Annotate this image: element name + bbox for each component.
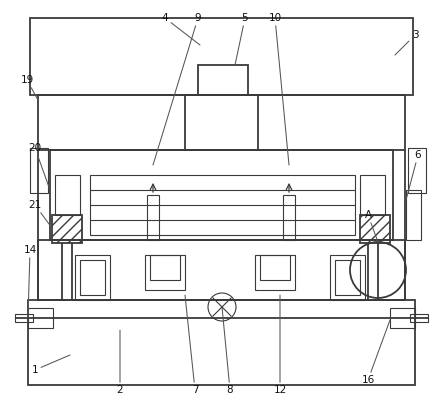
Bar bbox=[50, 150, 393, 240]
Bar bbox=[147, 195, 159, 240]
Bar bbox=[38, 95, 405, 150]
Bar bbox=[408, 148, 426, 193]
Bar bbox=[145, 255, 185, 290]
Text: 10: 10 bbox=[268, 13, 289, 165]
Bar bbox=[283, 195, 295, 240]
Bar bbox=[75, 255, 110, 300]
Bar bbox=[150, 255, 180, 280]
Bar bbox=[55, 175, 80, 215]
Bar bbox=[15, 314, 33, 322]
Bar bbox=[260, 255, 290, 280]
Bar bbox=[28, 300, 415, 385]
Text: 9: 9 bbox=[153, 13, 201, 165]
Bar bbox=[198, 65, 248, 95]
Bar bbox=[335, 260, 360, 295]
Text: 21: 21 bbox=[28, 200, 52, 228]
Text: 4: 4 bbox=[162, 13, 200, 45]
Bar bbox=[28, 308, 53, 328]
Bar bbox=[38, 240, 405, 300]
Text: 6: 6 bbox=[406, 150, 421, 200]
Bar bbox=[390, 308, 415, 328]
Bar bbox=[255, 255, 295, 290]
Text: 20: 20 bbox=[28, 143, 50, 190]
Bar bbox=[330, 255, 365, 300]
Text: 16: 16 bbox=[361, 320, 390, 385]
Bar bbox=[80, 260, 105, 295]
Text: 2: 2 bbox=[117, 330, 123, 395]
Text: 3: 3 bbox=[395, 30, 418, 55]
Text: 14: 14 bbox=[23, 245, 37, 318]
Bar bbox=[90, 175, 355, 235]
Text: 5: 5 bbox=[235, 13, 249, 65]
Bar bbox=[406, 190, 421, 240]
Text: 8: 8 bbox=[222, 307, 233, 395]
Bar bbox=[360, 215, 390, 243]
Bar bbox=[185, 95, 258, 150]
Text: 1: 1 bbox=[32, 355, 70, 375]
Text: A: A bbox=[365, 210, 378, 242]
Text: 7: 7 bbox=[185, 295, 198, 395]
Bar bbox=[30, 148, 48, 193]
Text: 12: 12 bbox=[273, 295, 287, 395]
Text: 19: 19 bbox=[20, 75, 38, 100]
Bar bbox=[30, 18, 413, 95]
Bar bbox=[360, 175, 385, 215]
Bar bbox=[410, 314, 428, 322]
Bar bbox=[52, 215, 82, 243]
